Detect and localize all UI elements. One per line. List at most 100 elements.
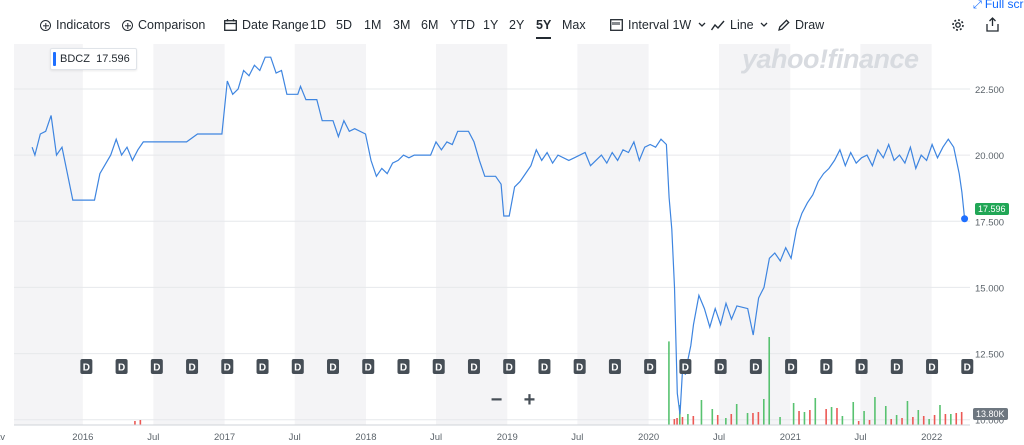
draw-label: Draw bbox=[795, 18, 825, 32]
dividend-box bbox=[749, 359, 762, 374]
volume-bar bbox=[960, 412, 963, 425]
dividend-label: D bbox=[893, 363, 900, 374]
y-tick-label: 12.500 bbox=[975, 350, 1004, 361]
volume-bar bbox=[895, 415, 898, 425]
range-2y[interactable]: 2Y bbox=[509, 18, 525, 32]
price-line bbox=[31, 56, 966, 415]
dividend-marker: D bbox=[115, 359, 128, 374]
dividend-marker: D bbox=[855, 359, 868, 374]
dividend-box bbox=[644, 359, 657, 374]
dividend-marker: D bbox=[397, 359, 410, 374]
volume-bar bbox=[917, 410, 920, 425]
range-ytd[interactable]: YTD bbox=[450, 18, 475, 32]
volume-bar bbox=[809, 410, 811, 425]
price-chart[interactable]: D D D D D D D D D D D D D D D D D D D D D D D D D D 22.500 20.000 1… bbox=[0, 44, 1024, 445]
range-5d[interactable]: 5D bbox=[336, 18, 352, 32]
dividend-marker: D bbox=[256, 359, 269, 374]
indicators-label: Indicators bbox=[56, 18, 111, 32]
dividend-box bbox=[503, 359, 516, 374]
dividend-marker: D bbox=[961, 359, 974, 374]
interval-dropdown[interactable]: Interval 1W bbox=[610, 16, 706, 34]
chart-toolbar: Indicators Comparison Date Range 1D 5D 1… bbox=[0, 0, 1024, 44]
dividend-marker: D bbox=[186, 359, 199, 374]
zoom-out-button[interactable]: − bbox=[490, 389, 503, 411]
interval-label: Interval bbox=[628, 18, 669, 32]
dividend-label: D bbox=[647, 363, 654, 374]
dividend-box bbox=[327, 359, 340, 374]
indicators-button[interactable]: Indicators bbox=[40, 16, 110, 34]
last-price-badge: 17.596 bbox=[975, 203, 1009, 215]
share-icon[interactable] bbox=[986, 17, 999, 32]
dividend-marker: D bbox=[503, 359, 516, 374]
range-5y[interactable]: 5Y bbox=[536, 18, 552, 39]
dividend-label: D bbox=[823, 363, 830, 374]
dividend-label: D bbox=[752, 363, 759, 374]
dividend-marker: D bbox=[362, 359, 375, 374]
volume-bar bbox=[939, 405, 941, 425]
dividend-label: D bbox=[153, 363, 160, 374]
dividend-label: D bbox=[506, 363, 513, 374]
volume-bar bbox=[868, 420, 871, 425]
volume-bar bbox=[830, 407, 833, 425]
interval-value: 1W bbox=[672, 18, 692, 32]
dividend-marker: D bbox=[749, 359, 762, 374]
comparison-button[interactable]: Comparison bbox=[122, 16, 205, 34]
dividend-label: D bbox=[470, 363, 477, 374]
volume-bar bbox=[836, 408, 838, 425]
volume-bar bbox=[890, 419, 892, 425]
x-tick-label: 2016 bbox=[72, 432, 93, 443]
range-3m[interactable]: 3M bbox=[393, 18, 411, 32]
date-range-label: Date Range bbox=[242, 18, 309, 32]
zoom-in-button[interactable]: + bbox=[523, 389, 536, 411]
dividend-box bbox=[291, 359, 304, 374]
dividend-box bbox=[785, 359, 798, 374]
range-1m[interactable]: 1M bbox=[364, 18, 382, 32]
chart-type-dropdown[interactable]: Line bbox=[711, 16, 768, 34]
volume-bar bbox=[716, 415, 719, 425]
volume-bar bbox=[950, 414, 952, 425]
dividend-marker: D bbox=[890, 359, 903, 374]
volume-bar bbox=[884, 406, 887, 425]
date-range-button[interactable]: Date Range bbox=[224, 16, 309, 34]
dividend-marker: D bbox=[538, 359, 551, 374]
dividend-label: D bbox=[541, 363, 548, 374]
dividend-box bbox=[961, 359, 974, 374]
dividend-marker: D bbox=[926, 359, 939, 374]
dividend-marker: D bbox=[714, 359, 727, 374]
chevron-down-icon bbox=[698, 22, 706, 27]
dividend-box bbox=[186, 359, 199, 374]
dividend-label: D bbox=[118, 363, 125, 374]
dividend-box bbox=[926, 359, 939, 374]
dividend-marker: D bbox=[150, 359, 163, 374]
dividend-label: D bbox=[787, 363, 794, 374]
fullscreen-button[interactable]: ⤢Full scre bbox=[973, 0, 1024, 12]
add-circle-icon bbox=[40, 20, 51, 31]
range-6m[interactable]: 6M bbox=[421, 18, 439, 32]
volume-bar bbox=[825, 409, 827, 425]
volume-bars bbox=[134, 337, 963, 425]
dividend-label: D bbox=[858, 363, 865, 374]
dividend-label: D bbox=[365, 363, 372, 374]
volume-bar bbox=[139, 420, 142, 425]
draw-button[interactable]: Draw bbox=[778, 16, 824, 34]
dividend-box bbox=[362, 359, 375, 374]
volume-bar bbox=[134, 421, 136, 425]
dividend-box bbox=[221, 359, 234, 374]
volume-bar bbox=[746, 413, 749, 425]
volume-bar bbox=[779, 417, 781, 425]
volume-bar bbox=[687, 414, 689, 425]
volume-bar bbox=[955, 413, 958, 425]
ticker-legend[interactable]: BDCZ 17.596 bbox=[50, 48, 137, 70]
x-tick-label: Jul bbox=[289, 432, 301, 443]
y-tick-label: 17.500 bbox=[975, 217, 1004, 228]
range-1y[interactable]: 1Y bbox=[483, 18, 499, 32]
volume-bar bbox=[700, 400, 703, 425]
range-max[interactable]: Max bbox=[562, 18, 586, 32]
range-1d[interactable]: 1D bbox=[310, 18, 326, 32]
volume-bar bbox=[901, 418, 903, 425]
dividend-marker: D bbox=[679, 359, 692, 374]
volume-bar bbox=[803, 412, 806, 425]
dividend-marker: D bbox=[644, 359, 657, 374]
dividend-marker: D bbox=[327, 359, 340, 374]
settings-gear-icon[interactable] bbox=[951, 18, 965, 32]
